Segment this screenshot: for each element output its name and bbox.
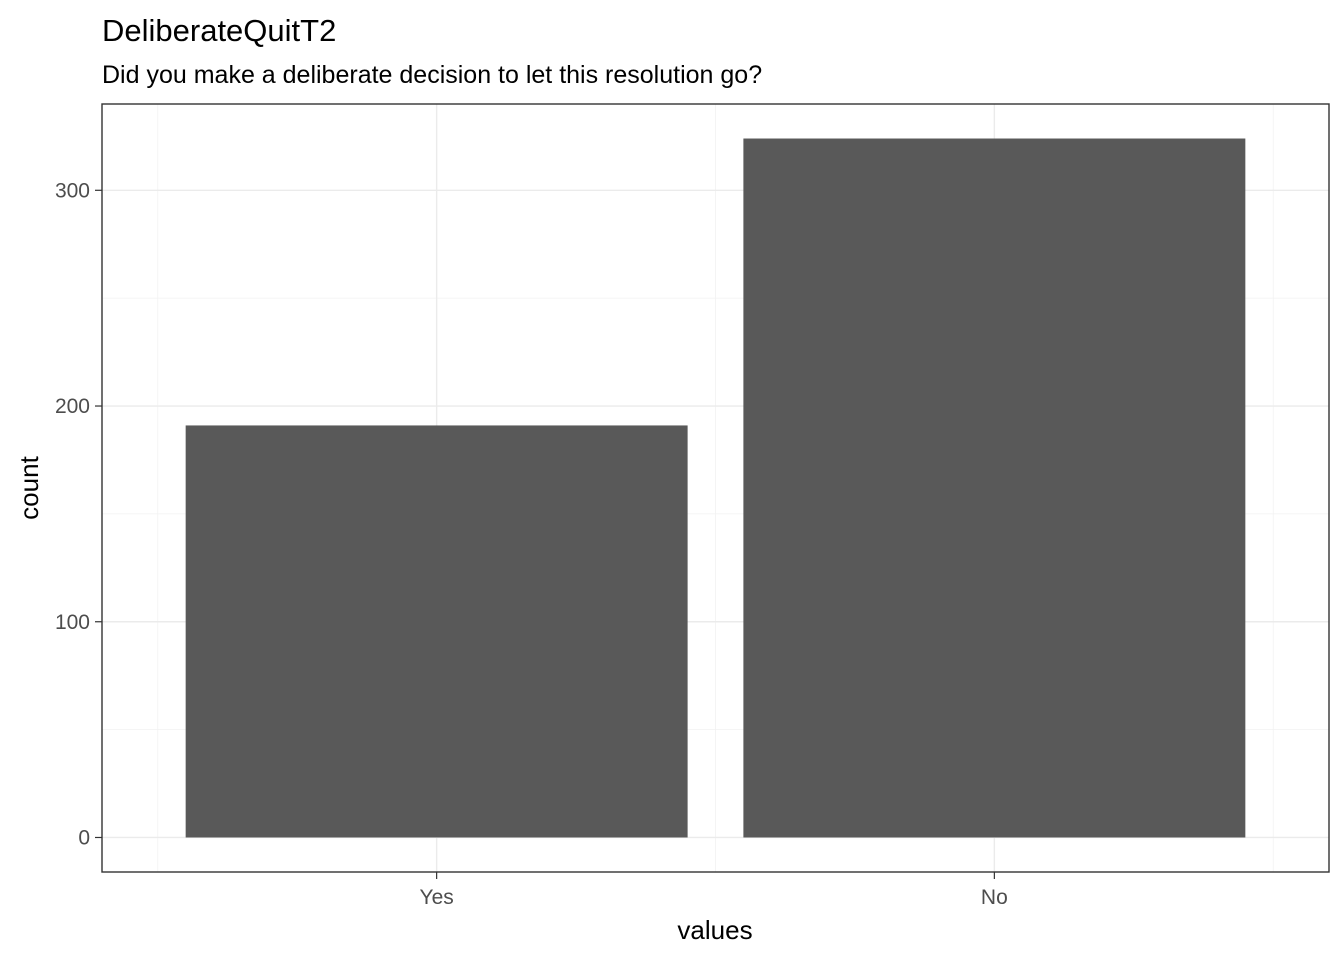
y-axis-title: count xyxy=(14,455,44,519)
x-axis-title: values xyxy=(677,915,752,945)
x-axis: Yes No xyxy=(420,872,1008,909)
chart-title: DeliberateQuitT2 xyxy=(102,13,336,48)
x-tick-label: No xyxy=(981,886,1008,909)
panel-border xyxy=(101,103,1330,873)
chart-subtitle: Did you make a deliberate decision to le… xyxy=(102,61,762,89)
bar-no xyxy=(743,138,1246,838)
y-tick-label: 0 xyxy=(78,826,90,849)
x-tick-label: Yes xyxy=(420,886,454,909)
bar-yes xyxy=(185,425,688,838)
y-tick-label: 300 xyxy=(55,179,90,202)
bars xyxy=(185,138,1246,838)
y-tick-label: 200 xyxy=(55,395,90,418)
y-axis: 0 100 200 300 xyxy=(55,179,102,849)
y-tick-label: 100 xyxy=(55,611,90,634)
